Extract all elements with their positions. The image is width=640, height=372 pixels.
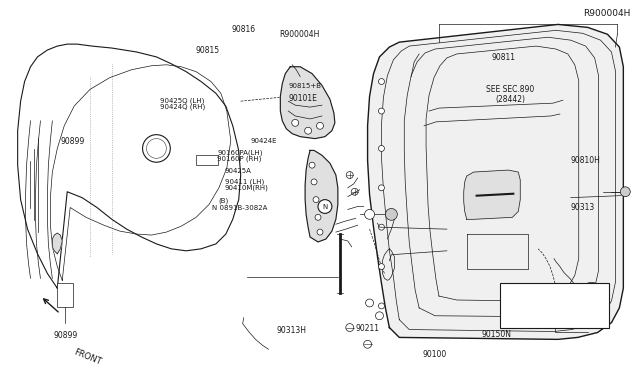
Text: R900004H: R900004H [280, 30, 320, 39]
Text: 90211: 90211 [356, 324, 380, 333]
Polygon shape [52, 233, 62, 254]
Text: 90424E: 90424E [250, 138, 276, 144]
Circle shape [313, 197, 319, 203]
Circle shape [378, 78, 385, 84]
Text: 90816: 90816 [232, 25, 256, 33]
Circle shape [385, 208, 397, 220]
Text: SEE SEC.890
(28442): SEE SEC.890 (28442) [486, 84, 534, 104]
Circle shape [376, 312, 383, 320]
Text: N 0891B-3082A: N 0891B-3082A [212, 205, 268, 211]
Circle shape [318, 200, 332, 214]
Circle shape [378, 264, 385, 269]
Text: R900004H: R900004H [584, 9, 631, 18]
Circle shape [309, 162, 315, 168]
Text: 90425Q (LH): 90425Q (LH) [160, 97, 205, 104]
Circle shape [305, 127, 312, 134]
Circle shape [311, 179, 317, 185]
Text: 90899: 90899 [53, 331, 77, 340]
Ellipse shape [584, 282, 600, 294]
Circle shape [365, 209, 374, 219]
Polygon shape [305, 150, 338, 242]
Circle shape [317, 122, 323, 129]
Text: 90899: 90899 [60, 137, 84, 147]
Circle shape [378, 145, 385, 151]
Text: 90313H: 90313H [276, 326, 307, 335]
Text: 90160P (RH): 90160P (RH) [217, 156, 262, 162]
Text: 90160PA(LH): 90160PA(LH) [217, 150, 263, 156]
Circle shape [378, 185, 385, 191]
Polygon shape [464, 170, 520, 219]
Circle shape [346, 171, 353, 179]
Text: 90101E: 90101E [288, 94, 317, 103]
Circle shape [378, 224, 385, 230]
Text: 90810H: 90810H [571, 156, 600, 165]
Bar [500, 283, 609, 328]
Circle shape [317, 229, 323, 235]
Bar [58, 283, 73, 307]
Circle shape [378, 303, 385, 309]
Text: 90150N: 90150N [482, 330, 512, 339]
Circle shape [346, 324, 354, 331]
Polygon shape [367, 25, 623, 339]
Text: FRONT: FRONT [72, 347, 102, 367]
Circle shape [620, 187, 630, 197]
Circle shape [315, 214, 321, 220]
Circle shape [147, 139, 166, 158]
Circle shape [365, 299, 374, 307]
Text: (B): (B) [218, 197, 228, 204]
Circle shape [378, 108, 385, 114]
Circle shape [292, 119, 299, 126]
Text: 90815+B: 90815+B [288, 83, 321, 89]
Text: 90100: 90100 [422, 350, 446, 359]
Circle shape [364, 340, 372, 348]
Polygon shape [280, 67, 335, 139]
Text: 90815: 90815 [196, 46, 220, 55]
Text: 90313: 90313 [571, 203, 595, 212]
Text: 90425A: 90425A [225, 168, 252, 174]
Circle shape [143, 135, 170, 162]
Text: 90811: 90811 [492, 53, 516, 62]
Text: 90411 (LH): 90411 (LH) [225, 178, 264, 185]
Circle shape [351, 188, 358, 195]
Text: 90424Q (RH): 90424Q (RH) [160, 104, 205, 110]
Text: N: N [323, 203, 328, 209]
Bar [196, 155, 218, 165]
Text: 90410M(RH): 90410M(RH) [225, 185, 269, 191]
